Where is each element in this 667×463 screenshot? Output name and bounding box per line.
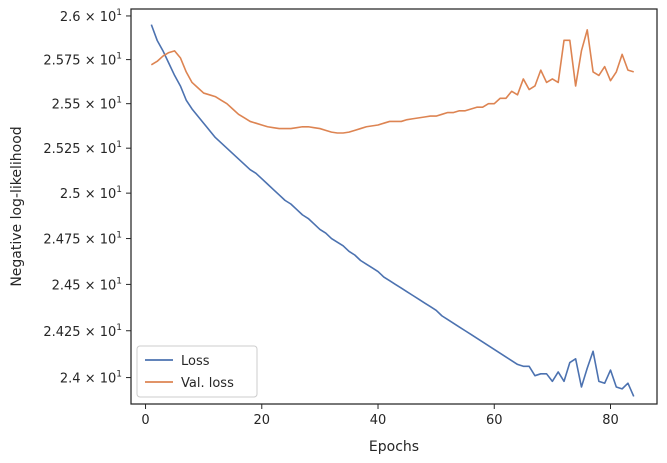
plot-frame [130,8,658,405]
y-tick-label: 2.4 × 101 [60,370,122,387]
x-tick-label: 40 [370,413,387,428]
plot-area [150,24,635,397]
legend-label-1: Val. loss [181,376,234,391]
series-line-1 [150,29,634,134]
y-tick-label: 2.425 × 101 [43,323,122,340]
y-axis-ticks: 2.4 × 101 2.425 × 101 2.45 × 101 2.475 × 10… [43,8,131,387]
legend-label-0: Loss [181,354,210,369]
y-tick-label: 2.5 × 101 [60,185,122,202]
x-tick-label: 0 [141,413,149,428]
y-axis-label: Negative log-likelihood [9,126,25,286]
y-tick-label: 2.55 × 101 [52,96,122,113]
y-tick-label: 2.45 × 101 [52,276,122,293]
x-tick-label: 20 [254,413,271,428]
y-tick-label: 2.525 × 101 [43,140,122,157]
legend-box [136,345,258,398]
y-tick-label: 2.475 × 101 [43,231,122,248]
x-tick-label: 60 [486,413,503,428]
y-tick-label: 2.6 × 101 [60,8,122,25]
x-axis-label: Epochs [369,439,419,455]
series-line-0 [150,24,635,397]
x-axis-ticks: 0 20 40 60 80 [141,404,619,428]
y-tick-label: 2.575 × 101 [43,52,122,69]
x-tick-label: 80 [602,413,619,428]
legend: Loss Val. loss [136,345,258,398]
